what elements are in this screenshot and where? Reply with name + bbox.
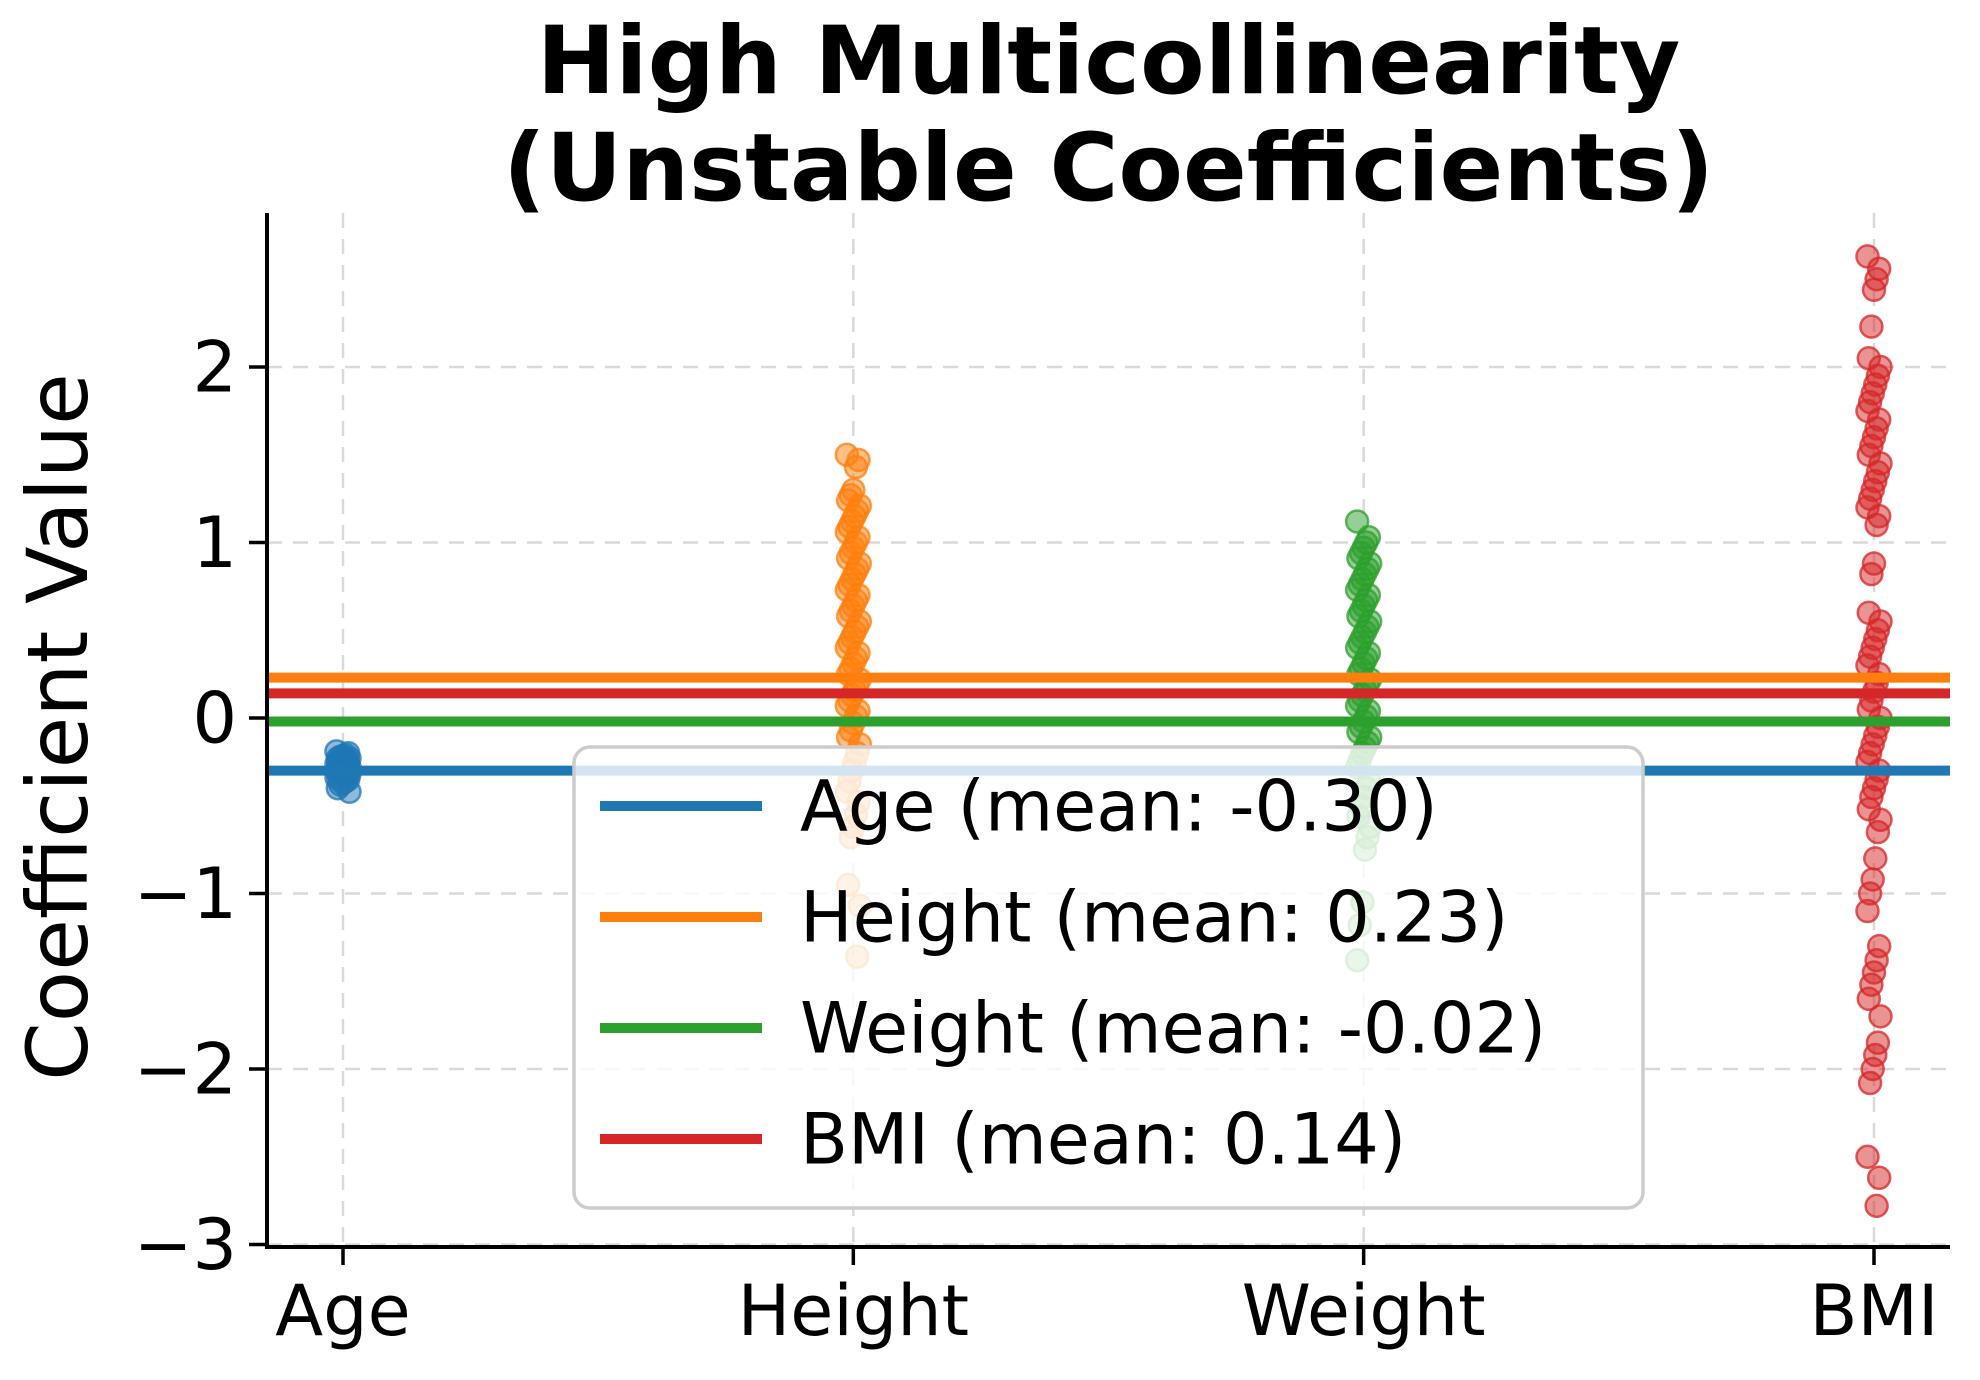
y-tick-label: −3 [134,1204,237,1286]
legend: Age (mean: -0.30) Height (mean: 0.23) Weig… [572,745,1645,1210]
chart-title: High Multicollinearity (Unstable Coeffic… [267,8,1950,222]
scatter-point [1863,846,1888,871]
y-tick-label: 0 [192,678,237,760]
legend-label: BMI (mean: 0.14) [800,1099,1406,1181]
x-tick-label: Weight [1242,1270,1486,1352]
scatter-point [1868,1004,1893,1029]
legend-label: Age (mean: -0.30) [800,766,1438,848]
scatter-point [1855,1144,1880,1169]
x-tick-label: Height [738,1270,969,1352]
legend-box [572,745,1645,1210]
x-tick-label: Age [275,1270,410,1352]
scatter-point [1857,1070,1883,1096]
y-tick-label: −1 [134,853,237,935]
scatter-point [1859,314,1884,339]
scatter-point [1866,1165,1892,1191]
chart-title-line1: High Multicollinearity [536,7,1681,116]
scatter-point [1859,561,1884,587]
scatter-point [1865,819,1891,845]
y-tick-label: −2 [134,1029,237,1111]
axes: 2 1 0 −1 −2 −3 Age Height Weight BMI [134,213,1950,1352]
scatter-point [1864,512,1889,538]
y-tick-label: 1 [192,502,237,584]
scatter-point [1856,986,1882,1012]
legend-label: Height (mean: 0.23) [800,877,1508,959]
scatter-point [1861,277,1887,303]
x-tick-label: BMI [1809,1270,1938,1352]
y-tick-label: 2 [192,327,237,409]
legend-label: Weight (mean: -0.02) [800,988,1546,1070]
scatter-point [337,779,362,804]
chart-title-line2: (Unstable Coefficients) [502,114,1715,224]
y-axis-label: Coefficient Value [9,373,107,1081]
scatter-point [843,454,869,480]
scatter-point [1855,898,1880,924]
scatter-point [1864,1193,1889,1219]
